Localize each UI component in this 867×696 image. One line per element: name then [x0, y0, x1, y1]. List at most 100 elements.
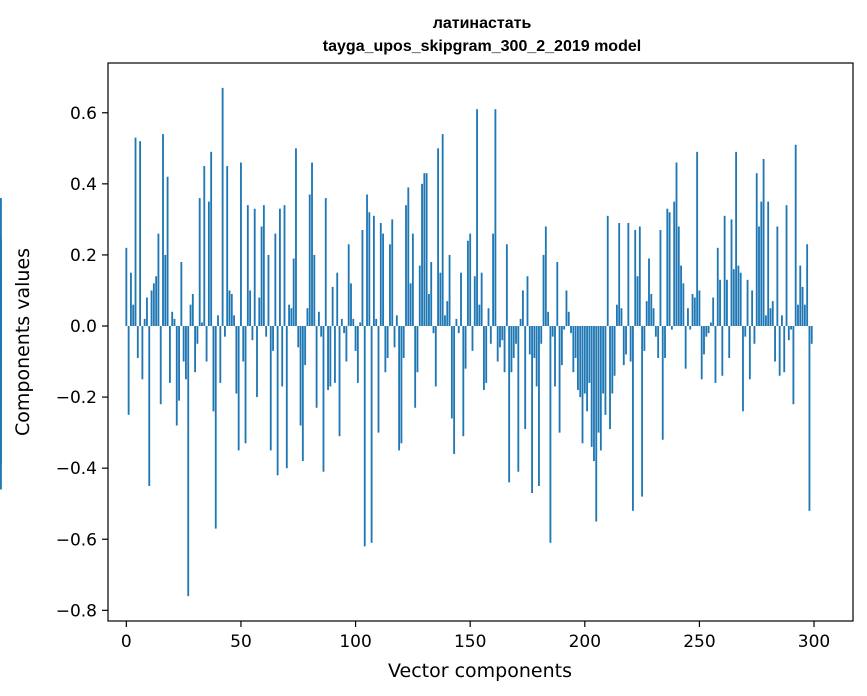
- bar-86: [322, 326, 325, 472]
- bar-22: [175, 326, 178, 426]
- bar-14: [157, 233, 160, 327]
- bar-263: [728, 326, 731, 358]
- bar-245: [687, 308, 689, 327]
- bar-295: [801, 286, 804, 327]
- bar-214: [615, 304, 618, 326]
- bar-5: [136, 326, 139, 358]
- bar-133: [430, 262, 433, 326]
- bar-154: [478, 304, 481, 326]
- bar-259: [719, 279, 721, 326]
- bar-258: [716, 247, 719, 327]
- bar-194: [570, 326, 572, 334]
- bar-248: [693, 297, 696, 326]
- bar-174: [524, 326, 527, 430]
- bar-281: [769, 308, 772, 327]
- bar-114: [386, 326, 389, 358]
- bar-50: [240, 162, 242, 327]
- bar-82: [313, 254, 316, 326]
- bar-70: [285, 326, 288, 469]
- bar-17: [164, 254, 167, 326]
- bar-276: [758, 226, 760, 327]
- bar-161: [494, 109, 497, 326]
- bar-61: [265, 326, 268, 337]
- y-tick-label: −0.2: [56, 388, 97, 408]
- bar-151: [471, 326, 474, 351]
- bar-207: [599, 326, 602, 451]
- bar-32: [198, 198, 201, 327]
- bar-274: [753, 326, 756, 344]
- bar-34: [203, 166, 206, 327]
- bar-3: [132, 304, 135, 326]
- bar-205: [595, 326, 598, 522]
- bar-74: [295, 148, 297, 327]
- bar-68: [281, 326, 284, 387]
- bar-42: [221, 87, 224, 327]
- bar-110: [377, 326, 380, 433]
- bar-93: [338, 326, 341, 437]
- bar-95: [343, 326, 346, 334]
- bar-228: [648, 258, 650, 327]
- bar-264: [730, 219, 733, 326]
- bar-158: [487, 308, 490, 327]
- bar-182: [542, 254, 545, 326]
- bar-186: [551, 326, 554, 337]
- bar-112: [382, 233, 384, 327]
- bar-20: [171, 311, 174, 327]
- bar-87: [324, 198, 327, 327]
- bar-101: [356, 326, 359, 383]
- y-tick-label: −0.8: [56, 601, 97, 621]
- bar-199: [581, 326, 584, 444]
- bar-270: [744, 326, 747, 337]
- x-tick-label: 0: [121, 632, 132, 652]
- bar-155: [480, 272, 483, 326]
- x-tick-label: 150: [454, 632, 486, 652]
- bar-220: [629, 326, 632, 362]
- bar-98: [350, 283, 352, 327]
- bar-141: [448, 254, 451, 326]
- bar-128: [418, 265, 421, 327]
- bar-285: [778, 326, 781, 376]
- bar-250: [698, 290, 701, 326]
- bar-265: [732, 269, 735, 327]
- bar-287: [783, 326, 786, 373]
- bar-81: [311, 162, 313, 327]
- bar-238: [670, 326, 673, 330]
- bar-289: [787, 326, 790, 341]
- bar-30: [194, 326, 197, 373]
- bar-212: [611, 326, 614, 394]
- chart-subtitle: tayga_upos_skipgram_300_2_2019 model: [323, 38, 641, 55]
- bar-120: [400, 326, 403, 444]
- bar-188: [556, 262, 559, 326]
- bar-215: [618, 222, 621, 327]
- bar-249: [696, 151, 699, 326]
- bar-137: [439, 272, 442, 326]
- bar-89: [329, 326, 332, 387]
- bar-150: [469, 233, 472, 327]
- bar-230: [652, 308, 655, 327]
- bar-55: [251, 326, 254, 341]
- bar-206: [597, 326, 600, 433]
- bar-266: [735, 151, 738, 326]
- bar-94: [340, 318, 343, 327]
- bar-125: [411, 233, 414, 327]
- bar-196: [574, 326, 577, 358]
- bar-0: [125, 247, 128, 327]
- bar-225: [641, 326, 644, 497]
- bar-54: [249, 290, 252, 326]
- bar-179: [535, 326, 538, 387]
- bar-240: [675, 162, 678, 327]
- bar-299: [810, 326, 813, 344]
- bar-24: [180, 262, 183, 326]
- bar-286: [781, 315, 783, 326]
- bar-19: [168, 326, 171, 383]
- bar-147: [462, 326, 465, 437]
- bar-6: [139, 141, 142, 327]
- bar-226: [643, 326, 646, 351]
- bar-117: [393, 326, 396, 348]
- bar-77: [301, 326, 304, 462]
- bar-25: [182, 326, 185, 362]
- bar-152: [473, 276, 476, 327]
- x-axis-ticks: 0 50 100 150 200 250 300: [121, 621, 830, 652]
- bar-36: [207, 201, 210, 326]
- bar-198: [579, 326, 582, 398]
